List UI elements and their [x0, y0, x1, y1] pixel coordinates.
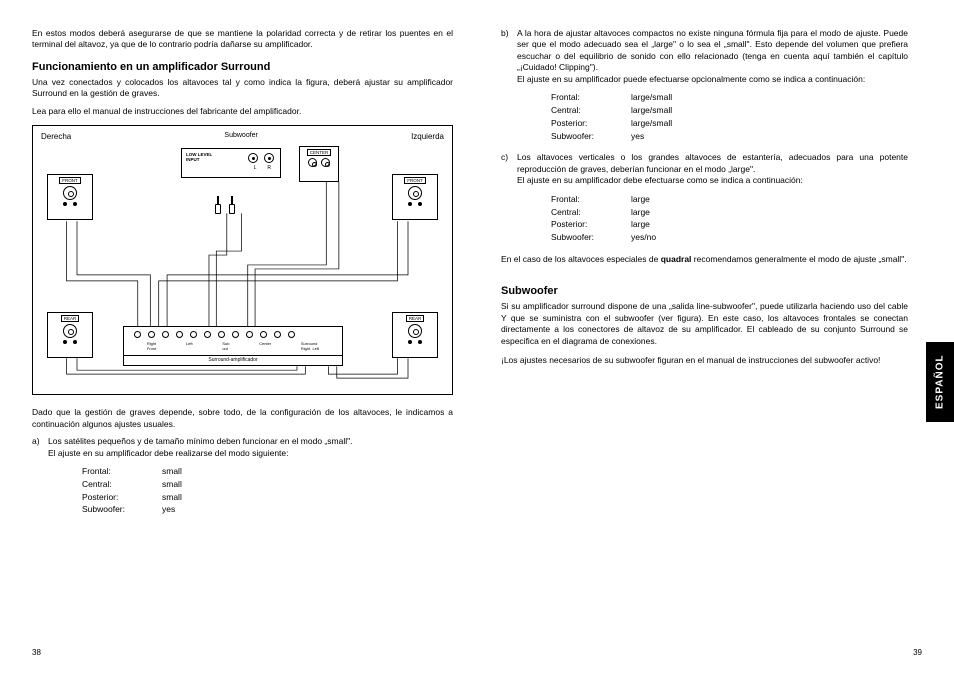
- rca-plug-r: [229, 196, 235, 214]
- settings-table-b: Frontal:large/small Central:large/small …: [551, 91, 908, 142]
- subwoofer-p2: ¡Los ajustes necesarios de su subwoofer …: [501, 355, 908, 366]
- list-item-c: c) Los altavoces verticales o los grande…: [501, 152, 908, 186]
- list-item-b: b) A la hora de ajustar altavoces compac…: [501, 28, 908, 85]
- list-item-a: a) Los satélites pequeños y de tamaño mí…: [32, 436, 453, 459]
- settings-table-a: Frontal:small Central:small Posterior:sm…: [82, 465, 453, 516]
- speaker-rear-left: REAR: [392, 312, 438, 358]
- list-b-text: A la hora de ajustar altavoces compactos…: [517, 28, 908, 85]
- paragraph-1: Una vez conectados y colocados los altav…: [32, 77, 453, 100]
- label-izquierda: Izquierda: [411, 132, 444, 141]
- paragraph-3: Dado que la gestión de graves depende, s…: [32, 407, 453, 430]
- page-number-left: 38: [32, 648, 41, 657]
- center-speaker: CENTER: [299, 146, 339, 182]
- diagram-top-labels: Derecha Subwoofer Izquierda: [41, 132, 444, 141]
- page-number-right: 39: [913, 648, 922, 657]
- subwoofer-p1: Si su amplificador surround dispone de u…: [501, 301, 908, 347]
- intro-paragraph: En estos modos deberá asegurarse de que …: [32, 28, 453, 51]
- label-derecha: Derecha: [41, 132, 71, 141]
- rca-plug-l: [215, 196, 221, 214]
- low-level-label: LOW LEVELINPUT: [186, 153, 212, 163]
- subwoofer-box: LOW LEVELINPUT LR: [181, 148, 281, 178]
- wiring-diagram: Derecha Subwoofer Izquierda FRONT FRONT …: [32, 125, 453, 395]
- amp-terminal-labels: RightFrontLeftSuboutCenterSurroundRight …: [124, 341, 342, 351]
- speaker-rear-right: REAR: [47, 312, 93, 358]
- label-subwoofer: Subwoofer: [224, 132, 257, 141]
- speaker-front-right: FRONT: [47, 174, 93, 220]
- list-c-text: Los altavoces verticales o los grandes a…: [517, 152, 908, 186]
- page-left: En estos modos deberá asegurarse de que …: [0, 0, 477, 675]
- heading-surround: Funcionamiento en un amplificador Surrou…: [32, 61, 453, 73]
- page-right: b) A la hora de ajustar altavoces compac…: [477, 0, 954, 675]
- heading-subwoofer: Subwoofer: [501, 285, 908, 297]
- speaker-front-left: FRONT: [392, 174, 438, 220]
- amplifier: RightFrontLeftSuboutCenterSurroundRight …: [123, 326, 343, 366]
- language-tab: ESPAÑOL: [926, 342, 954, 422]
- paragraph-2: Lea para ello el manual de instrucciones…: [32, 106, 453, 117]
- spread: En estos modos deberá asegurarse de que …: [0, 0, 954, 675]
- settings-table-c: Frontal:large Central:large Posterior:la…: [551, 193, 908, 244]
- list-a-text: Los satélites pequeños y de tamaño mínim…: [48, 436, 453, 459]
- quadral-paragraph: En el caso de los altavoces especiales d…: [501, 254, 908, 265]
